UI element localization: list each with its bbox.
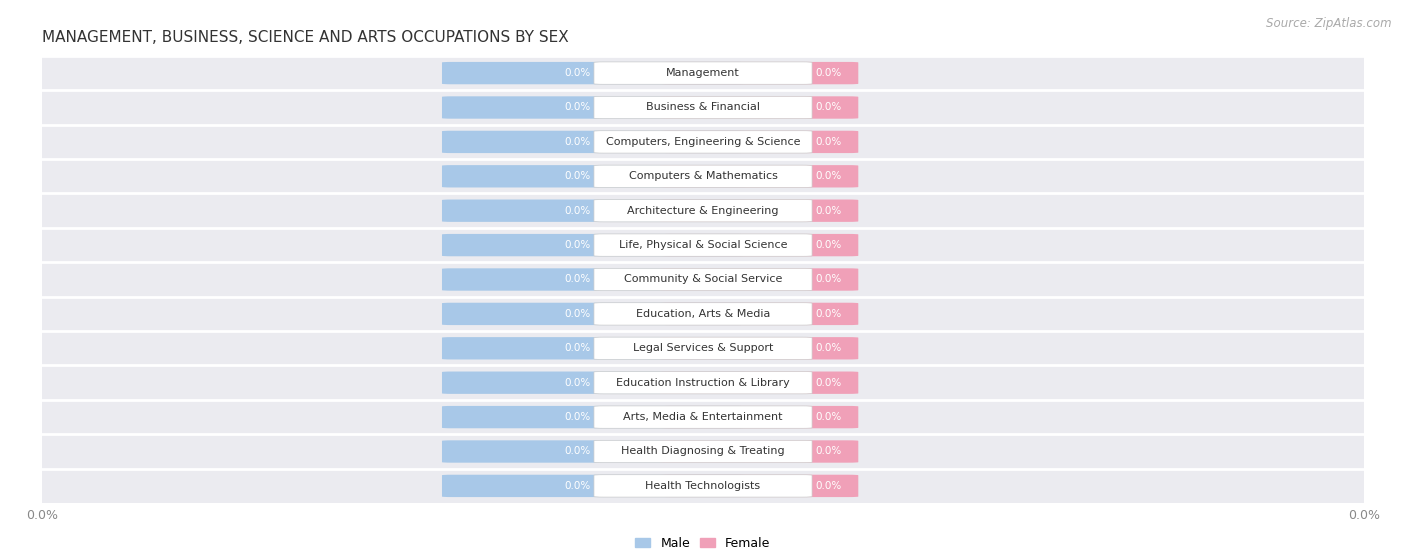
FancyBboxPatch shape — [593, 440, 813, 463]
FancyBboxPatch shape — [593, 131, 813, 153]
FancyBboxPatch shape — [441, 406, 747, 428]
FancyBboxPatch shape — [593, 372, 813, 394]
Text: Management: Management — [666, 68, 740, 78]
FancyBboxPatch shape — [441, 475, 747, 497]
Text: 0.0%: 0.0% — [815, 309, 842, 319]
Bar — [8, 56, 1396, 91]
FancyBboxPatch shape — [659, 131, 858, 153]
Text: Computers & Mathematics: Computers & Mathematics — [628, 171, 778, 181]
Text: 0.0%: 0.0% — [564, 274, 591, 285]
Bar — [8, 468, 1396, 503]
FancyBboxPatch shape — [659, 165, 858, 187]
Text: 0.0%: 0.0% — [564, 102, 591, 112]
Text: 0.0%: 0.0% — [564, 137, 591, 147]
Text: Community & Social Service: Community & Social Service — [624, 274, 782, 285]
FancyBboxPatch shape — [441, 165, 747, 187]
Text: Business & Financial: Business & Financial — [645, 102, 761, 112]
Text: 0.0%: 0.0% — [564, 206, 591, 216]
FancyBboxPatch shape — [659, 234, 858, 256]
FancyBboxPatch shape — [659, 303, 858, 325]
FancyBboxPatch shape — [659, 337, 858, 359]
Text: 0.0%: 0.0% — [564, 171, 591, 181]
Text: 0.0%: 0.0% — [815, 412, 842, 422]
Text: Health Diagnosing & Treating: Health Diagnosing & Treating — [621, 447, 785, 457]
Bar — [8, 297, 1396, 331]
FancyBboxPatch shape — [659, 96, 858, 119]
Text: 0.0%: 0.0% — [815, 171, 842, 181]
FancyBboxPatch shape — [593, 475, 813, 497]
Text: 0.0%: 0.0% — [564, 412, 591, 422]
Bar — [8, 331, 1396, 366]
FancyBboxPatch shape — [593, 337, 813, 359]
FancyBboxPatch shape — [659, 372, 858, 394]
Text: 0.0%: 0.0% — [815, 378, 842, 388]
Text: Education Instruction & Library: Education Instruction & Library — [616, 378, 790, 388]
FancyBboxPatch shape — [441, 234, 747, 256]
Bar — [8, 125, 1396, 159]
Text: Health Technologists: Health Technologists — [645, 481, 761, 491]
Text: 0.0%: 0.0% — [815, 240, 842, 250]
Bar — [8, 159, 1396, 193]
Text: 0.0%: 0.0% — [815, 447, 842, 457]
FancyBboxPatch shape — [441, 372, 747, 394]
Text: 0.0%: 0.0% — [815, 343, 842, 353]
Bar — [8, 366, 1396, 400]
Text: Architecture & Engineering: Architecture & Engineering — [627, 206, 779, 216]
Text: 0.0%: 0.0% — [564, 240, 591, 250]
Text: 0.0%: 0.0% — [564, 447, 591, 457]
FancyBboxPatch shape — [441, 440, 747, 463]
Bar — [8, 228, 1396, 262]
Legend: Male, Female: Male, Female — [630, 532, 776, 555]
Text: 0.0%: 0.0% — [564, 378, 591, 388]
Text: Life, Physical & Social Science: Life, Physical & Social Science — [619, 240, 787, 250]
FancyBboxPatch shape — [441, 268, 747, 291]
Text: Legal Services & Support: Legal Services & Support — [633, 343, 773, 353]
FancyBboxPatch shape — [659, 62, 858, 84]
Text: Education, Arts & Media: Education, Arts & Media — [636, 309, 770, 319]
FancyBboxPatch shape — [593, 406, 813, 428]
Bar — [8, 262, 1396, 297]
Bar — [8, 193, 1396, 228]
FancyBboxPatch shape — [659, 440, 858, 463]
Text: Computers, Engineering & Science: Computers, Engineering & Science — [606, 137, 800, 147]
FancyBboxPatch shape — [593, 62, 813, 84]
Bar — [8, 400, 1396, 434]
Text: 0.0%: 0.0% — [815, 206, 842, 216]
FancyBboxPatch shape — [441, 131, 747, 153]
FancyBboxPatch shape — [593, 303, 813, 325]
FancyBboxPatch shape — [441, 62, 747, 84]
Text: 0.0%: 0.0% — [564, 68, 591, 78]
Text: 0.0%: 0.0% — [815, 102, 842, 112]
Text: 0.0%: 0.0% — [564, 343, 591, 353]
Text: MANAGEMENT, BUSINESS, SCIENCE AND ARTS OCCUPATIONS BY SEX: MANAGEMENT, BUSINESS, SCIENCE AND ARTS O… — [42, 30, 569, 45]
FancyBboxPatch shape — [593, 268, 813, 291]
Bar — [8, 91, 1396, 125]
FancyBboxPatch shape — [659, 406, 858, 428]
FancyBboxPatch shape — [593, 234, 813, 256]
Text: 0.0%: 0.0% — [815, 274, 842, 285]
FancyBboxPatch shape — [593, 200, 813, 222]
FancyBboxPatch shape — [659, 475, 858, 497]
Text: 0.0%: 0.0% — [815, 137, 842, 147]
Text: 0.0%: 0.0% — [815, 68, 842, 78]
Text: Source: ZipAtlas.com: Source: ZipAtlas.com — [1267, 17, 1392, 30]
Text: Arts, Media & Entertainment: Arts, Media & Entertainment — [623, 412, 783, 422]
FancyBboxPatch shape — [659, 200, 858, 222]
Text: 0.0%: 0.0% — [815, 481, 842, 491]
FancyBboxPatch shape — [593, 165, 813, 187]
FancyBboxPatch shape — [441, 303, 747, 325]
FancyBboxPatch shape — [441, 337, 747, 359]
FancyBboxPatch shape — [441, 200, 747, 222]
FancyBboxPatch shape — [441, 96, 747, 119]
Text: 0.0%: 0.0% — [564, 309, 591, 319]
FancyBboxPatch shape — [659, 268, 858, 291]
FancyBboxPatch shape — [593, 96, 813, 119]
Text: 0.0%: 0.0% — [564, 481, 591, 491]
Bar — [8, 434, 1396, 468]
